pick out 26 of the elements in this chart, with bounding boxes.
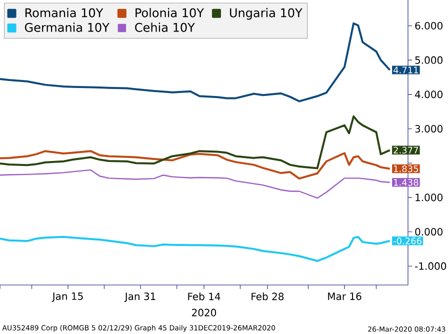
legend-label: Ungaria 10Y: [230, 8, 302, 20]
y-tick-label: 3.000: [415, 124, 442, 133]
legend-label: Romania 10Y: [25, 8, 104, 18]
x-tick-label: Jan 31: [124, 292, 156, 302]
x-tick-label: Mar 16: [328, 292, 362, 300]
data-label: 1.835: [394, 165, 418, 172]
legend-label: Polonia 10Y: [136, 8, 204, 18]
data-label: 1.438: [394, 178, 418, 186]
y-tick-label: -1.000: [415, 262, 446, 270]
legend-label: Germania 10Y: [24, 22, 110, 32]
data-label: -0.266: [393, 237, 422, 244]
data-label: 2.377: [394, 146, 418, 154]
y-tick-label: 1.000: [416, 194, 442, 202]
x-tick-label: Jan 15: [52, 292, 83, 302]
x-tick-label: Feb 28: [252, 292, 284, 300]
y-tick-label: 0.000: [415, 228, 442, 236]
x-axis-title: 2020: [192, 308, 216, 316]
line-series: [0, 236, 391, 262]
legend-label: Cehia 10Y: [135, 22, 195, 32]
y-tick-label: 6.000: [415, 22, 442, 30]
y-tick-label: 4.000: [415, 90, 442, 98]
data-label: 4.711: [393, 66, 418, 74]
line-series: [0, 115, 391, 170]
line-series: [0, 150, 391, 180]
y-tick-label: 5.000: [415, 56, 442, 64]
x-tick-label: Feb 14: [188, 292, 220, 300]
